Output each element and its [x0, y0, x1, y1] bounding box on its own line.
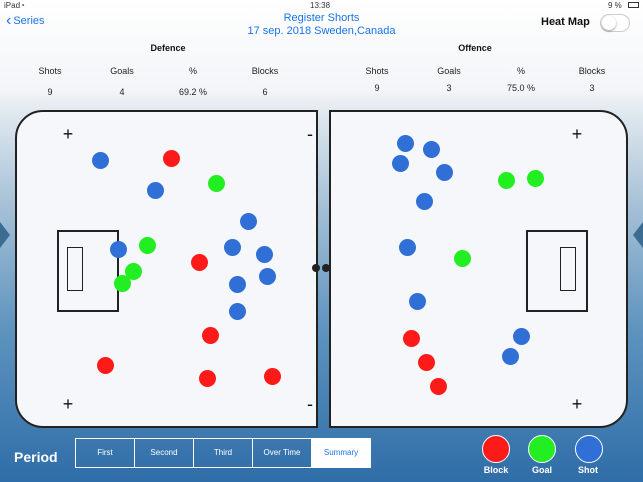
goal-marker[interactable] — [114, 275, 131, 292]
shot-legend-label: Shot — [578, 465, 598, 475]
shot-marker[interactable] — [399, 239, 416, 256]
defence-stat-label: Shots — [38, 66, 62, 76]
tab-summary[interactable]: Summary — [312, 439, 370, 467]
defence-stat-value: 69.2 % — [178, 87, 208, 97]
shot-marker[interactable] — [423, 141, 440, 158]
goal-marker[interactable] — [139, 237, 156, 254]
block-legend-label: Block — [483, 465, 509, 475]
page-subtitle: 17 sep. 2018 Sweden,Canada — [247, 25, 396, 37]
shot-marker[interactable] — [513, 328, 530, 345]
shot-legend-button[interactable] — [575, 435, 603, 463]
goal-crease — [526, 230, 588, 312]
previous-arrow-icon[interactable] — [0, 222, 10, 248]
shot-marker[interactable] — [436, 164, 453, 181]
shot-marker[interactable] — [416, 193, 433, 210]
shot-marker[interactable] — [397, 135, 414, 152]
block-marker[interactable] — [403, 330, 420, 347]
offence-stat-label: Shots — [365, 66, 389, 76]
faceoff-mark: + — [62, 394, 74, 414]
faceoff-mark: + — [571, 124, 583, 144]
defence-stat-label: Goals — [110, 66, 134, 76]
battery-icon — [628, 2, 639, 8]
offence-stat-label: % — [516, 66, 525, 76]
status-bar: iPad ◔ 13:38 9 % — [0, 0, 643, 12]
block-marker[interactable] — [430, 378, 447, 395]
center-dot — [312, 264, 320, 272]
goal-marker[interactable] — [527, 170, 544, 187]
heatmap-toggle[interactable] — [600, 14, 630, 32]
shot-marker[interactable] — [147, 182, 164, 199]
tab-over-time[interactable]: Over Time — [253, 439, 312, 467]
shot-marker[interactable] — [110, 241, 127, 258]
goal-marker[interactable] — [454, 250, 471, 267]
title-block: Register Shorts 17 sep. 2018 Sweden,Cana… — [0, 12, 643, 38]
offence-stat-value: 3 — [446, 83, 452, 93]
center-line-mark: - — [307, 394, 313, 414]
defence-stat-label: % — [188, 66, 197, 76]
shot-marker[interactable] — [240, 213, 257, 230]
defence-title: Defence — [150, 43, 186, 53]
block-marker[interactable] — [191, 254, 208, 271]
tab-first[interactable]: First — [76, 439, 135, 467]
block-marker[interactable] — [264, 368, 281, 385]
block-marker[interactable] — [163, 150, 180, 167]
goal-marker[interactable] — [498, 172, 515, 189]
shot-marker[interactable] — [92, 152, 109, 169]
goal-legend-label: Goal — [531, 465, 552, 475]
rink-offence-half[interactable]: + + — [329, 110, 628, 428]
battery-label: 9 % — [608, 1, 622, 10]
shot-marker[interactable] — [259, 268, 276, 285]
defence-stat-value: 9 — [47, 87, 53, 97]
goal-legend-button[interactable] — [528, 435, 556, 463]
shot-marker[interactable] — [502, 348, 519, 365]
block-legend-button[interactable] — [482, 435, 510, 463]
period-label: Period — [14, 449, 58, 465]
period-tabs: First Second Third Over Time Summary — [75, 438, 371, 468]
offence-title: Offence — [458, 43, 492, 53]
defence-stat-value: 6 — [262, 87, 268, 97]
chevron-left-icon: ‹ — [6, 12, 12, 29]
next-arrow-icon[interactable] — [633, 222, 643, 248]
offence-stat-value: 75.0 % — [506, 83, 536, 93]
back-label: Series — [13, 15, 45, 27]
block-marker[interactable] — [199, 370, 216, 387]
shot-marker[interactable] — [392, 155, 409, 172]
faceoff-mark: + — [571, 394, 583, 414]
tab-second[interactable]: Second — [135, 439, 194, 467]
block-marker[interactable] — [418, 354, 435, 371]
shot-marker[interactable] — [229, 276, 246, 293]
shot-marker[interactable] — [229, 303, 246, 320]
offence-stat-label: Blocks — [578, 66, 606, 76]
carrier-label: iPad — [4, 1, 21, 10]
goal-marker[interactable] — [125, 263, 142, 280]
center-line-mark: - — [307, 124, 313, 144]
back-button[interactable]: ‹ Series — [6, 12, 45, 29]
faceoff-mark: + — [62, 124, 74, 144]
offence-stat-value: 9 — [374, 83, 380, 93]
clock: 13:38 — [310, 1, 331, 10]
page-title: Register Shorts — [283, 12, 360, 24]
offence-stat-label: Goals — [437, 66, 461, 76]
heatmap-label: Heat Map — [541, 16, 590, 28]
block-marker[interactable] — [202, 327, 219, 344]
defence-stat-label: Blocks — [251, 66, 279, 76]
wifi-icon: ◔ — [20, 1, 25, 10]
block-marker[interactable] — [97, 357, 114, 374]
goal-net — [67, 247, 83, 291]
goal-crease — [57, 230, 119, 312]
shot-marker[interactable] — [224, 239, 241, 256]
goal-marker[interactable] — [208, 175, 225, 192]
shot-marker[interactable] — [409, 293, 426, 310]
center-dot — [322, 264, 330, 272]
tab-third[interactable]: Third — [194, 439, 253, 467]
goal-net — [560, 247, 576, 291]
toggle-knob — [602, 16, 616, 30]
shot-marker[interactable] — [256, 246, 273, 263]
defence-stat-value: 4 — [119, 87, 125, 97]
offence-stat-value: 3 — [589, 83, 595, 93]
